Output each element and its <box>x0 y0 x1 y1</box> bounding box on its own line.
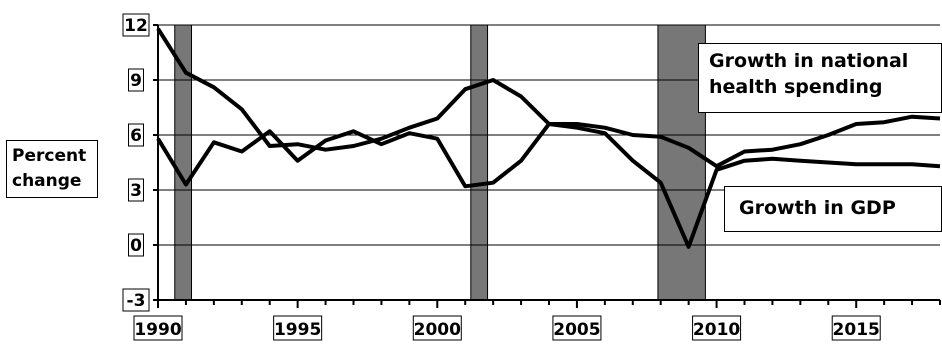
y-tick-label-4: 0 <box>130 236 142 256</box>
x-tick-box-0 <box>133 315 183 341</box>
legend-health-spending: Growth in national health spending <box>698 43 942 113</box>
y-tick-labels: 12 9 6 3 0 -3 <box>122 13 150 312</box>
y-tick-box-0 <box>122 13 150 37</box>
y-tick-label-1: 9 <box>130 71 142 91</box>
x-tick-labels: 1990 1995 2000 2005 2010 2015 <box>133 315 881 341</box>
x-tick-box-5 <box>831 315 881 341</box>
y-tick-box-1 <box>128 68 144 92</box>
x-tick-label-4: 2010 <box>693 320 740 340</box>
y-tick-label-0: 12 <box>124 16 148 36</box>
legend-gdp-label: Growth in GDP <box>739 197 896 219</box>
y-axis-label-text: Percent change <box>12 146 87 191</box>
axes <box>153 24 941 308</box>
series-lines <box>156 27 941 249</box>
recession-band-1 <box>470 24 489 301</box>
y-tick-label-2: 6 <box>130 126 142 146</box>
x-tick-label-5: 2015 <box>833 320 880 340</box>
y-tick-box-5 <box>122 288 150 312</box>
x-tick-label-0: 1990 <box>134 320 181 340</box>
y-tick-box-2 <box>128 123 144 147</box>
legend-gdp: Growth in GDP <box>724 186 942 232</box>
x-tick-box-2 <box>412 315 462 341</box>
series-line-1 <box>156 122 941 249</box>
legend-health-line-2: health spending <box>709 76 883 98</box>
y-axis-label: Percent change <box>6 140 98 198</box>
y-tick-label-5: -3 <box>127 291 146 311</box>
x-tick-label-3: 2005 <box>553 320 600 340</box>
y-tick-label-3: 3 <box>130 181 142 201</box>
x-tick-label-2: 2000 <box>414 320 461 340</box>
y-tick-box-4 <box>128 233 144 257</box>
x-tick-label-1: 1995 <box>274 320 321 340</box>
x-tick-box-1 <box>273 315 323 341</box>
x-tick-box-3 <box>552 315 602 341</box>
x-tick-box-4 <box>692 315 742 341</box>
y-tick-box-3 <box>128 178 144 202</box>
legend-health-line-1: Growth in national <box>709 50 909 72</box>
recession-bands <box>174 24 706 301</box>
